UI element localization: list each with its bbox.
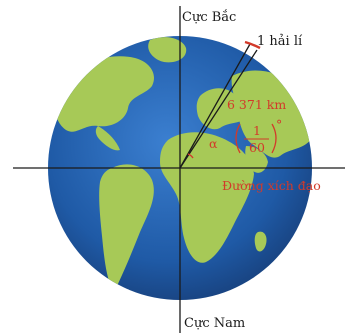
greenland-landmass xyxy=(148,37,187,63)
central-america-landmass xyxy=(95,126,120,151)
south-america-landmass xyxy=(99,164,154,292)
formula-degree-mark: ° xyxy=(276,117,282,132)
radius-line-2 xyxy=(179,49,258,169)
formula-right-paren xyxy=(271,123,277,154)
equator-label: Đường xích đạo xyxy=(222,178,321,193)
africa-landmass xyxy=(160,132,254,263)
south-pole-label: Cực Nam xyxy=(184,316,245,331)
angle-formula: 1 60 ° xyxy=(235,117,282,155)
alpha-label: α xyxy=(209,136,218,151)
europe-landmass xyxy=(196,88,248,130)
nautical-mile-label: 1 hải lí xyxy=(257,34,303,49)
formula-numerator: 1 xyxy=(253,123,261,138)
formula-left-paren xyxy=(235,123,241,154)
north-pole-label: Cực Bắc xyxy=(182,9,236,25)
madagascar-landmass xyxy=(254,231,267,252)
nautical-mile-arc xyxy=(244,40,261,50)
formula-denominator: 60 xyxy=(249,140,265,155)
angle-arc xyxy=(187,153,194,159)
radius-label: 6 371 km xyxy=(227,97,286,112)
radius-line-1 xyxy=(179,43,251,169)
